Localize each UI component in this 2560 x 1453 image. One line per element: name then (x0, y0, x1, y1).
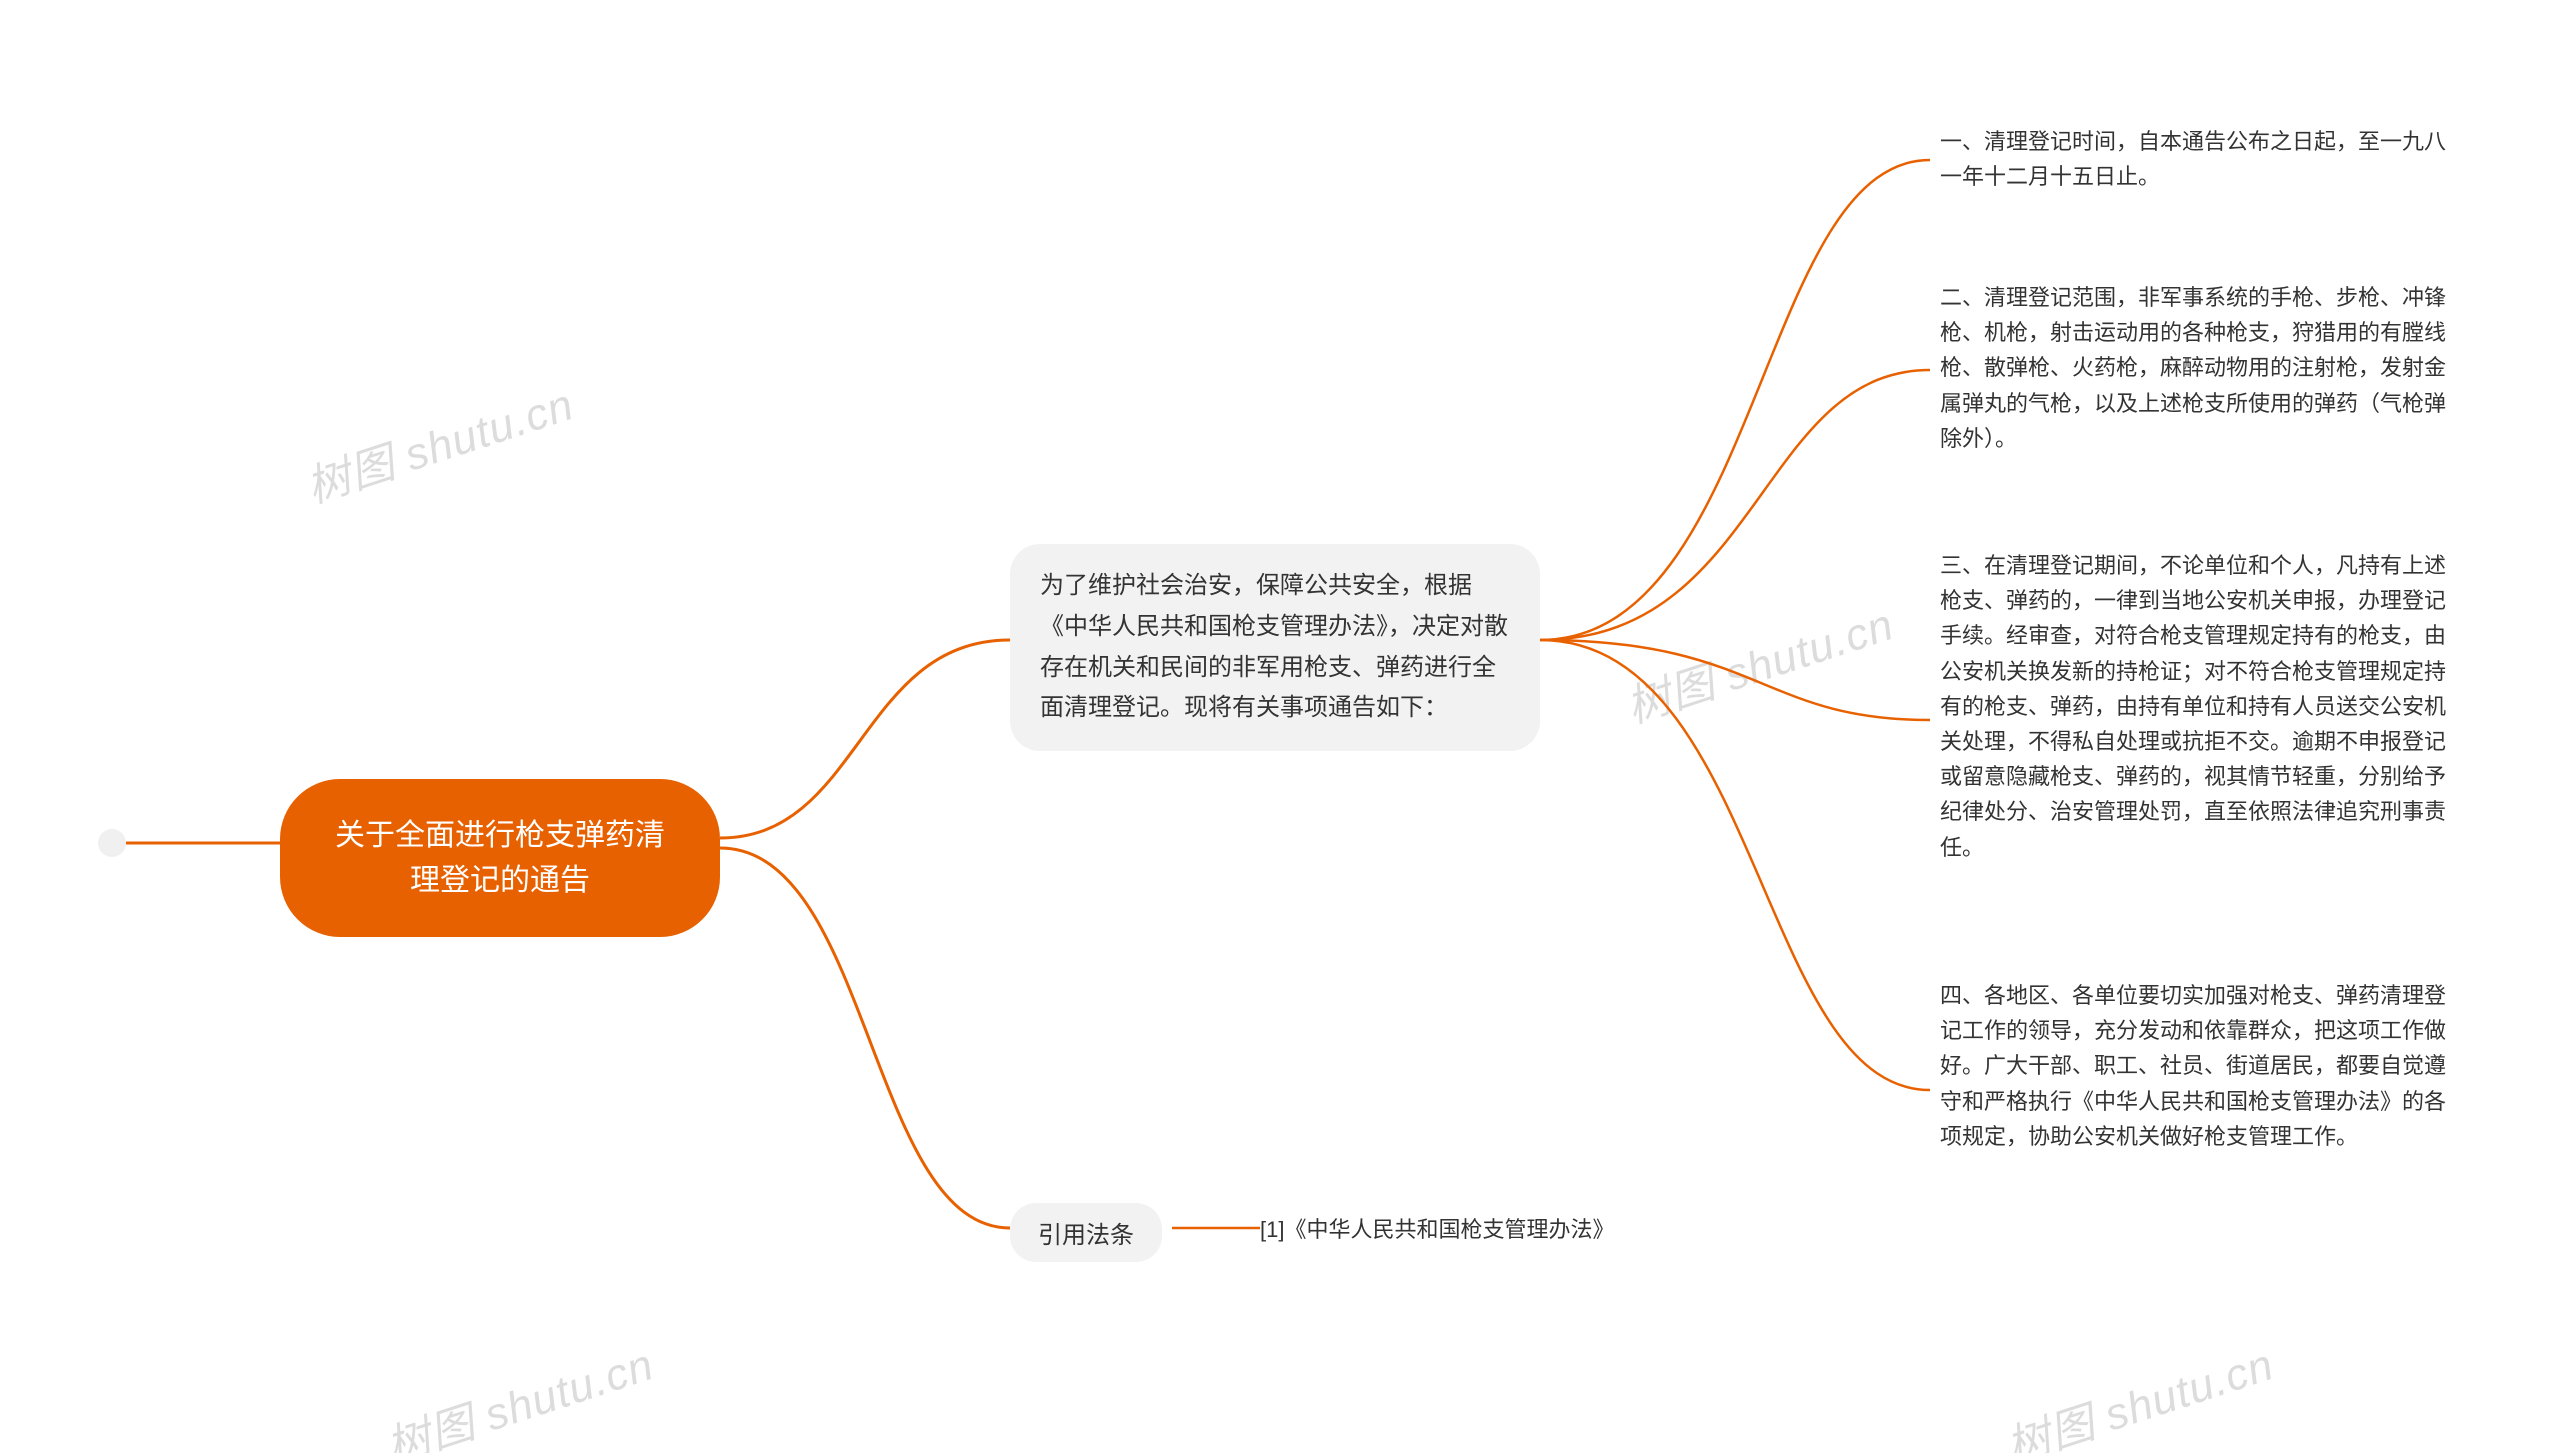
branch-citation[interactable]: 引用法条 (1010, 1203, 1162, 1262)
branch-main-label: 为了维护社会治安，保障公共安全，根据《中华人民共和国枪支管理办法》，决定对散存在… (1040, 572, 1508, 721)
leaf-item-4[interactable]: 四、各地区、各单位要切实加强对枪支、弹药清理登记工作的领导，充分发动和依靠群众，… (1940, 978, 2450, 1154)
citation-leaf[interactable]: [1]《中华人民共和国枪支管理办法》 (1260, 1212, 1614, 1247)
root-dot (98, 829, 126, 857)
watermark: 树图 shutu.cn (377, 1329, 661, 1453)
leaf-label: 一、清理登记时间，自本通告公布之日起，至一九八一年十二月十五日止。 (1940, 129, 2446, 189)
leaf-item-1[interactable]: 一、清理登记时间，自本通告公布之日起，至一九八一年十二月十五日止。 (1940, 124, 2450, 194)
leaf-label: 三、在清理登记期间，不论单位和个人，凡持有上述枪支、弹药的，一律到当地公安机关申… (1940, 553, 2446, 860)
watermark: 树图 shutu.cn (1617, 589, 1901, 736)
leaf-label: 二、清理登记范围，非军事系统的手枪、步枪、冲锋枪、机枪，射击运动用的各种枪支，狩… (1940, 285, 2446, 451)
watermark: 树图 shutu.cn (297, 369, 581, 516)
root-node[interactable]: 关于全面进行枪支弹药清理登记的通告 (280, 779, 720, 937)
leaf-label: 四、各地区、各单位要切实加强对枪支、弹药清理登记工作的领导，充分发动和依靠群众，… (1940, 983, 2446, 1149)
leaf-item-3[interactable]: 三、在清理登记期间，不论单位和个人，凡持有上述枪支、弹药的，一律到当地公安机关申… (1940, 548, 2450, 865)
leaf-item-2[interactable]: 二、清理登记范围，非军事系统的手枪、步枪、冲锋枪、机枪，射击运动用的各种枪支，狩… (1940, 280, 2450, 456)
citation-leaf-label: [1]《中华人民共和国枪支管理办法》 (1260, 1217, 1614, 1242)
branch-citation-label: 引用法条 (1038, 1222, 1134, 1249)
watermark: 树图 shutu.cn (1997, 1329, 2281, 1453)
mindmap-canvas: 树图 shutu.cn 树图 shutu.cn 树图 shutu.cn 树图 s… (0, 0, 2560, 1453)
branch-main[interactable]: 为了维护社会治安，保障公共安全，根据《中华人民共和国枪支管理办法》，决定对散存在… (1010, 544, 1540, 751)
root-label: 关于全面进行枪支弹药清理登记的通告 (335, 819, 665, 897)
